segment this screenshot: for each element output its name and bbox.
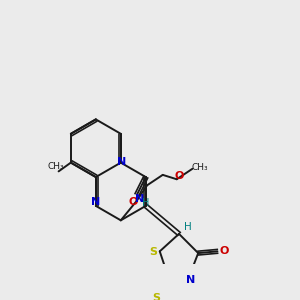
Text: H: H	[142, 198, 149, 208]
Text: O: O	[129, 196, 138, 206]
Text: S: S	[150, 247, 158, 257]
Text: H: H	[184, 222, 192, 232]
Text: N: N	[91, 197, 101, 207]
Text: O: O	[220, 246, 229, 256]
Text: N: N	[134, 194, 144, 204]
Text: CH₃: CH₃	[191, 163, 208, 172]
Text: O: O	[175, 171, 184, 181]
Text: CH₃: CH₃	[48, 162, 64, 171]
Text: S: S	[152, 293, 160, 300]
Text: N: N	[186, 275, 195, 285]
Text: N: N	[117, 157, 126, 167]
